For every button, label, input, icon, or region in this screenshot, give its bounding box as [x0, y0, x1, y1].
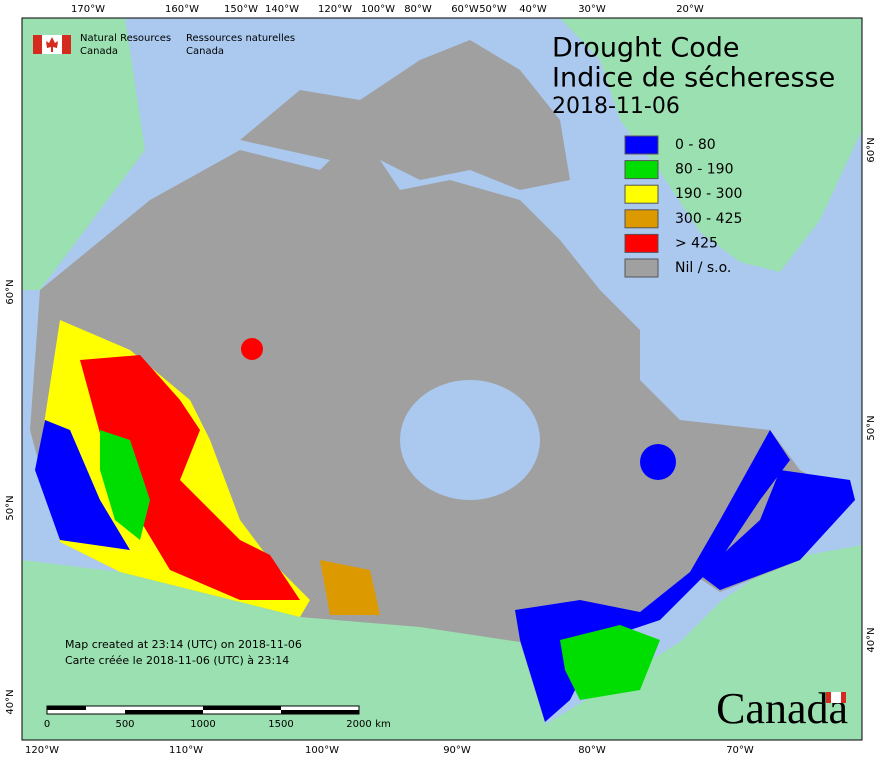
- legend-swatch: [624, 135, 659, 155]
- note: Carte créée le 2018-11-06 (UTC) à 23:14: [65, 654, 289, 667]
- flag-band: [62, 35, 71, 54]
- flag-band: [33, 35, 42, 54]
- zone-green-east: [560, 625, 660, 700]
- title-date: 2018-11-06: [552, 94, 680, 119]
- graticule-label: 70°W: [726, 745, 754, 756]
- alaska: [22, 18, 145, 290]
- graticule-labels: 170°W 160°W 150°W 140°W 120°W 100°W 80°W 60°W 50…: [5, 4, 877, 756]
- greenland: [560, 18, 862, 272]
- map-frame: [21, 17, 863, 741]
- scale-bar-segment: [125, 710, 203, 714]
- legend-label: 0 - 80: [675, 137, 716, 153]
- legend-swatch: [624, 184, 659, 204]
- graticule-label: 40°W: [519, 4, 547, 15]
- scale-bar-segment: [203, 706, 281, 710]
- zone-north-spot: [241, 338, 263, 360]
- wordmark: Canada: [716, 684, 848, 733]
- graticule-label: 30°W: [578, 4, 606, 15]
- graticule-label: 90°W: [443, 745, 471, 756]
- graticule-label: 40°N: [866, 627, 877, 652]
- title-fr: Indice de sécheresse: [552, 63, 835, 94]
- graticule-label: 160°W: [165, 4, 199, 15]
- scale-label: 0: [44, 719, 50, 730]
- title-en: Drought Code: [552, 33, 739, 64]
- agency-en: Natural Resources: [80, 33, 171, 44]
- legend-label: 80 - 190: [675, 162, 734, 178]
- arctic-islands: [240, 40, 570, 190]
- zone-green-west: [100, 430, 150, 540]
- graticule-label: 100°W: [305, 745, 339, 756]
- legend-label: > 425: [675, 235, 718, 251]
- zone-newfoundland: [700, 470, 855, 590]
- legend-swatch: [624, 258, 659, 278]
- zone-prairie: [320, 560, 380, 615]
- graticule-label: 80°W: [404, 4, 432, 15]
- graticule-label: 120°W: [25, 745, 59, 756]
- zone-extreme: [80, 355, 300, 600]
- graticule-label: 140°W: [265, 4, 299, 15]
- graticule-label: 80°W: [578, 745, 606, 756]
- graticule-label: 60°W: [451, 4, 479, 15]
- graticule-label: 170°W: [71, 4, 105, 15]
- scale-bar-segment: [281, 710, 359, 714]
- graticule-label: 60°N: [5, 279, 16, 304]
- scale-label: 1000: [190, 719, 215, 730]
- scale-label: 500: [115, 719, 134, 730]
- graticule-label: 40°N: [5, 689, 16, 714]
- legend-label: Nil / s.o.: [675, 260, 731, 276]
- graticule-label: 150°W: [224, 4, 258, 15]
- zone-low-west: [35, 420, 130, 550]
- graticule-label: 20°W: [676, 4, 704, 15]
- flag-leaf: [46, 37, 58, 52]
- scale-label: 1500: [268, 719, 293, 730]
- graticule-label: 100°W: [361, 4, 395, 15]
- agency-fr: Canada: [186, 46, 224, 57]
- graticule-label: 60°N: [866, 137, 877, 162]
- united-states: [22, 545, 862, 740]
- legend: 0 - 80 80 - 190 190 - 300 300 - 425 > 425 Nil…: [624, 135, 742, 278]
- legend-label: 300 - 425: [675, 211, 742, 227]
- agency-fr: Ressources naturelles: [186, 33, 295, 44]
- graticule-label: 110°W: [169, 745, 203, 756]
- legend-swatch: [624, 209, 659, 229]
- legend-swatch: [624, 233, 659, 253]
- note: Map created at 23:14 (UTC) on 2018-11-06: [65, 638, 302, 651]
- agency-en: Canada: [80, 46, 118, 57]
- zone-quebec-spot: [640, 444, 676, 480]
- hudson-bay: [400, 380, 540, 500]
- scale-label: 2000: [346, 719, 371, 730]
- wordmark-flag: [831, 692, 841, 703]
- graticule-label: 120°W: [318, 4, 352, 15]
- legend-label: 190 - 300: [675, 186, 742, 202]
- graticule-label: 50°W: [479, 4, 507, 15]
- graticule-label: 50°N: [866, 415, 877, 440]
- graticule-label: 50°N: [5, 495, 16, 520]
- legend-swatch: [624, 160, 659, 180]
- scale-bar: [46, 705, 360, 715]
- scale-unit: km: [375, 719, 391, 730]
- scale-bar-segment: [47, 706, 86, 710]
